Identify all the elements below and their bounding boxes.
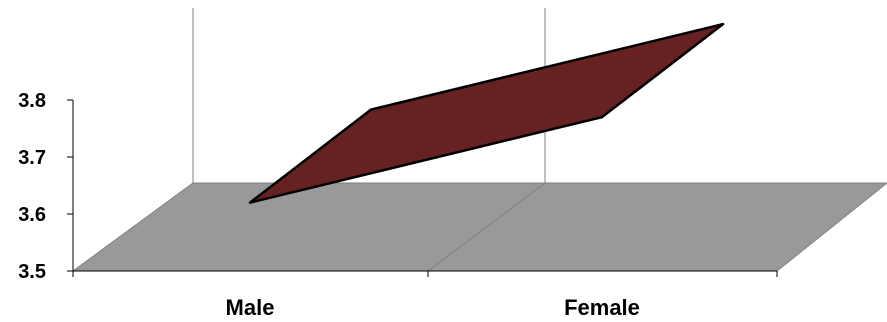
chart-floor — [71, 182, 887, 272]
series-area-surface — [248, 22, 725, 204]
y-tick-label-3-7: 3.7 — [18, 147, 46, 169]
y-axis: 3.5 3.6 3.7 3.8 — [18, 90, 74, 283]
y-tick-label-3-8: 3.8 — [18, 90, 46, 112]
x-axis: Male Female — [72, 270, 778, 320]
y-tick-label-3-5: 3.5 — [18, 261, 46, 283]
floor-divider — [427, 182, 546, 272]
y-tick-label-3-6: 3.6 — [18, 204, 46, 226]
x-category-label-male: Male — [226, 295, 275, 320]
x-category-label-female: Female — [564, 295, 640, 320]
